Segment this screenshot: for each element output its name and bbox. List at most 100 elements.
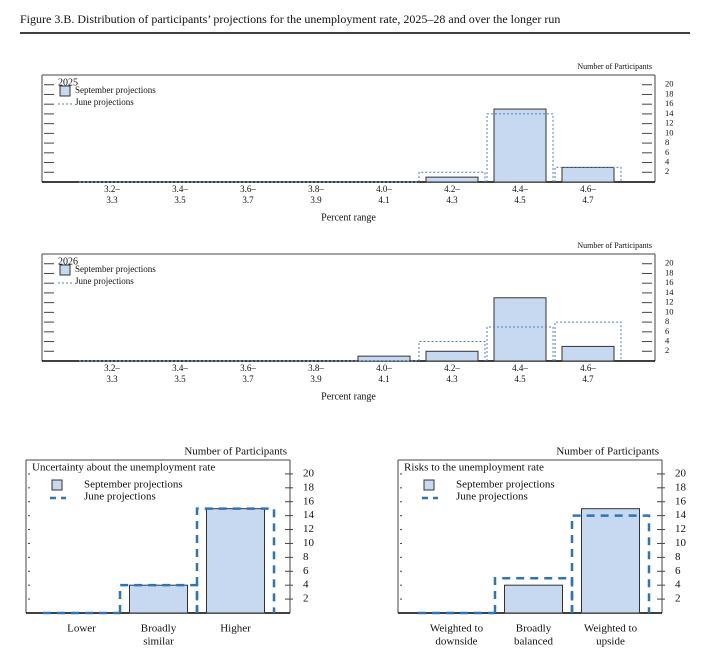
bar <box>206 508 265 614</box>
bar <box>493 297 547 362</box>
y-tick-label: 8 <box>675 551 681 563</box>
bar <box>493 108 547 183</box>
y-tick-label: 18 <box>665 267 674 277</box>
x-axis-label: Percent range <box>321 391 376 402</box>
x-tick-label: 4.0– <box>376 184 392 194</box>
x-tick-label: similar <box>143 636 174 648</box>
y-tick-label: 10 <box>303 537 315 549</box>
legend-label: June projections <box>84 491 156 503</box>
legend-label: June projections <box>75 97 134 107</box>
y-tick-label: 12 <box>665 118 674 128</box>
x-tick-label: downside <box>435 636 477 648</box>
legend-label: September projections <box>75 264 156 274</box>
bar <box>357 355 411 362</box>
y-tick-label: 20 <box>665 258 674 268</box>
x-tick-label: 3.9 <box>310 195 322 205</box>
y-tick-label: 12 <box>675 523 686 535</box>
y-tick-label: 18 <box>675 481 687 493</box>
figure-title: Figure 3.B. Distribution of participants… <box>20 12 560 26</box>
y-tick-label: 4 <box>303 579 309 591</box>
y-axis-label: Number of Participants <box>577 241 652 250</box>
june-step <box>486 113 554 182</box>
x-tick-label: 4.6– <box>580 363 596 373</box>
y-tick-label: 14 <box>675 509 687 521</box>
x-tick-label: 4.5 <box>514 374 526 384</box>
x-tick-label: 4.1 <box>378 374 389 384</box>
x-tick-label: 3.8– <box>308 184 324 194</box>
y-tick-label: 20 <box>675 467 687 479</box>
june-step <box>554 321 622 361</box>
legend-label: June projections <box>75 276 134 286</box>
y-tick-label: 16 <box>303 495 315 507</box>
x-tick-label: 3.5 <box>174 195 186 205</box>
x-tick-label: 4.4– <box>512 184 528 194</box>
x-tick-label: 3.7 <box>242 374 254 384</box>
legend-label: September projections <box>75 85 156 95</box>
y-tick-label: 18 <box>665 88 674 98</box>
x-tick-label: 4.2– <box>444 363 460 373</box>
y-tick-label: 16 <box>665 277 674 287</box>
bar <box>561 166 615 183</box>
y-tick-label: 20 <box>303 467 315 479</box>
x-tick-label: 3.4– <box>172 363 188 373</box>
y-axis-label: Number of Participants <box>556 446 659 458</box>
x-tick-label: Weighted to <box>584 623 638 635</box>
y-tick-label: 4 <box>675 579 681 591</box>
bar <box>129 584 188 614</box>
bar <box>561 345 615 362</box>
x-tick-label: 3.8– <box>308 363 324 373</box>
legend-label: June projections <box>456 491 528 503</box>
x-tick-label: 3.7 <box>242 195 254 205</box>
y-tick-label: 8 <box>303 551 309 563</box>
x-tick-label: Lower <box>67 623 96 635</box>
x-tick-label: 3.3 <box>106 374 118 384</box>
chart-title: 2025 <box>58 77 78 88</box>
x-tick-label: 4.2– <box>444 184 460 194</box>
y-tick-label: 14 <box>665 287 674 297</box>
y-tick-label: 10 <box>675 537 687 549</box>
y-tick-label: 6 <box>665 147 669 157</box>
x-tick-label: 3.6– <box>240 184 256 194</box>
y-tick-label: 2 <box>665 166 669 176</box>
chart-title: Uncertainty about the unemployment rate <box>32 462 215 474</box>
x-tick-label: 4.4– <box>512 363 528 373</box>
x-tick-label: 4.5 <box>514 195 526 205</box>
x-tick-label: 4.6– <box>580 184 596 194</box>
y-tick-label: 4 <box>665 335 670 345</box>
x-tick-label: 4.0– <box>376 363 392 373</box>
y-tick-label: 12 <box>665 297 674 307</box>
x-tick-label: Weighted to <box>430 623 484 635</box>
june-step <box>570 514 651 613</box>
x-tick-label: 3.2– <box>104 184 120 194</box>
y-tick-label: 4 <box>665 156 670 166</box>
x-tick-label: 3.9 <box>310 374 322 384</box>
x-tick-label: 4.3 <box>446 374 458 384</box>
x-tick-label: 4.7 <box>582 195 594 205</box>
y-tick-label: 18 <box>303 481 315 493</box>
bar <box>425 176 479 183</box>
chart-title: 2026 <box>58 256 78 267</box>
june-step <box>418 341 486 361</box>
y-tick-label: 2 <box>675 593 681 605</box>
y-tick-label: 14 <box>303 509 315 521</box>
y-tick-label: 16 <box>665 98 674 108</box>
y-tick-label: 2 <box>665 345 669 355</box>
y-tick-label: 20 <box>665 79 674 89</box>
bar <box>504 584 563 614</box>
x-tick-label: Broadly <box>141 623 177 635</box>
y-tick-label: 14 <box>665 108 674 118</box>
x-tick-label: balanced <box>514 636 554 648</box>
legend-label: September projections <box>84 479 183 491</box>
legend-swatch <box>423 479 435 491</box>
x-tick-label: 3.3 <box>106 195 118 205</box>
y-tick-label: 6 <box>675 565 681 577</box>
legend-label: September projections <box>456 479 555 491</box>
x-axis-label: Percent range <box>321 212 376 223</box>
bar <box>581 508 640 614</box>
june-step <box>418 171 486 182</box>
x-tick-label: 3.5 <box>174 374 186 384</box>
y-tick-label: 6 <box>665 326 669 336</box>
x-tick-label: 4.7 <box>582 374 594 384</box>
june-step <box>195 507 276 613</box>
